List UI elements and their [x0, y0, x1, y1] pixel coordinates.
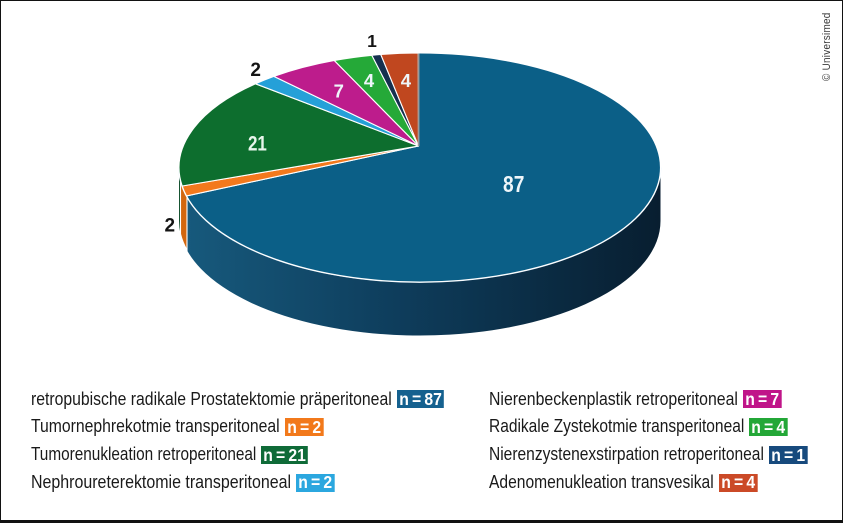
- svg-text:4: 4: [364, 70, 375, 91]
- svg-text:87: 87: [503, 171, 524, 197]
- svg-text:1: 1: [367, 31, 377, 51]
- svg-text:7: 7: [334, 81, 344, 102]
- svg-text:4: 4: [401, 70, 412, 91]
- svg-text:2: 2: [250, 60, 261, 81]
- svg-text:2: 2: [165, 215, 176, 236]
- svg-text:21: 21: [248, 132, 267, 156]
